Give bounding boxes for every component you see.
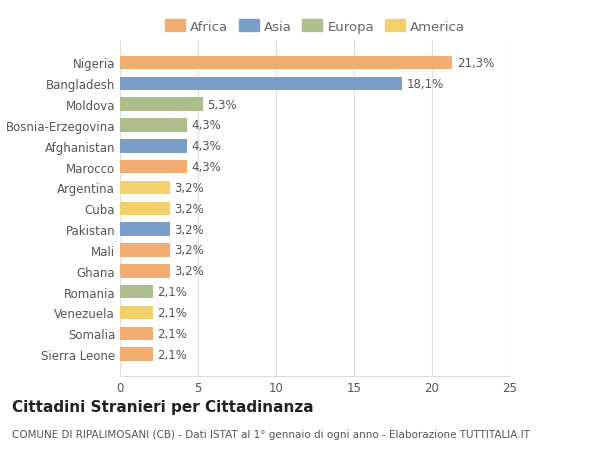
- Text: Cittadini Stranieri per Cittadinanza: Cittadini Stranieri per Cittadinanza: [12, 399, 314, 414]
- Text: 3,2%: 3,2%: [175, 182, 205, 195]
- Text: 2,1%: 2,1%: [157, 348, 187, 361]
- Bar: [120, 77, 403, 91]
- Text: 4,3%: 4,3%: [192, 119, 221, 132]
- Bar: [120, 223, 170, 236]
- Bar: [120, 244, 170, 257]
- Bar: [120, 181, 170, 195]
- Text: 4,3%: 4,3%: [192, 140, 221, 153]
- Bar: [120, 161, 187, 174]
- Bar: [120, 327, 153, 341]
- Bar: [120, 98, 203, 112]
- Text: 3,2%: 3,2%: [175, 223, 205, 236]
- Text: 21,3%: 21,3%: [457, 57, 494, 70]
- Text: 2,1%: 2,1%: [157, 285, 187, 298]
- Bar: [120, 56, 452, 70]
- Text: 4,3%: 4,3%: [192, 161, 221, 174]
- Bar: [120, 202, 170, 216]
- Text: 3,2%: 3,2%: [175, 265, 205, 278]
- Text: 18,1%: 18,1%: [407, 78, 444, 90]
- Text: 3,2%: 3,2%: [175, 244, 205, 257]
- Bar: [120, 285, 153, 299]
- Bar: [120, 119, 187, 133]
- Bar: [120, 264, 170, 278]
- Text: 5,3%: 5,3%: [208, 98, 237, 112]
- Text: 2,1%: 2,1%: [157, 327, 187, 340]
- Bar: [120, 140, 187, 153]
- Text: 2,1%: 2,1%: [157, 306, 187, 319]
- Text: 3,2%: 3,2%: [175, 202, 205, 215]
- Bar: [120, 306, 153, 319]
- Legend: Africa, Asia, Europa, America: Africa, Asia, Europa, America: [163, 18, 467, 36]
- Text: COMUNE DI RIPALIMOSANI (CB) - Dati ISTAT al 1° gennaio di ogni anno - Elaborazio: COMUNE DI RIPALIMOSANI (CB) - Dati ISTAT…: [12, 429, 530, 439]
- Bar: [120, 347, 153, 361]
